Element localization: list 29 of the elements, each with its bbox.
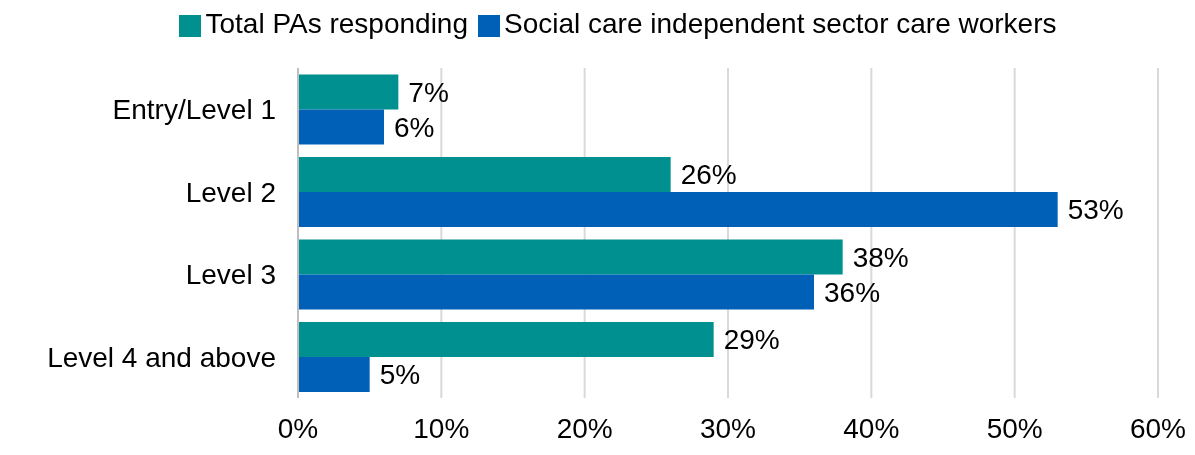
x-tick-label: 50% (986, 412, 1043, 444)
y-tick-label: Level 2 (185, 176, 276, 208)
data-label: 26% (680, 159, 737, 191)
x-tick-label: 0% (277, 412, 319, 444)
bar (298, 109, 384, 145)
data-label: 7% (408, 76, 449, 108)
legend-label: Total PAs responding (205, 8, 468, 39)
data-label: 38% (852, 241, 909, 273)
bar (298, 322, 714, 358)
x-tick-label: 10% (413, 412, 470, 444)
x-tick-label: 40% (843, 412, 900, 444)
data-label: 53% (1067, 194, 1124, 226)
x-tick-label: 60% (1129, 412, 1187, 444)
bar (298, 157, 671, 193)
data-label: 5% (379, 359, 421, 391)
bar (298, 74, 399, 110)
bar (298, 274, 814, 310)
bar (298, 357, 370, 393)
bar (298, 239, 843, 275)
data-label: 29% (723, 324, 780, 356)
y-tick-label: Level 4 and above (47, 341, 276, 373)
data-label: 36% (824, 276, 881, 308)
x-tick-label: 30% (699, 412, 757, 444)
legend-label: Social care independent sector care workers (504, 8, 1057, 39)
y-tick-label: Level 3 (185, 259, 276, 291)
data-label: 6% (394, 111, 435, 143)
bar (298, 192, 1058, 228)
y-tick-label: Entry/Level 1 (112, 94, 276, 126)
x-tick-label: 20% (556, 412, 613, 444)
